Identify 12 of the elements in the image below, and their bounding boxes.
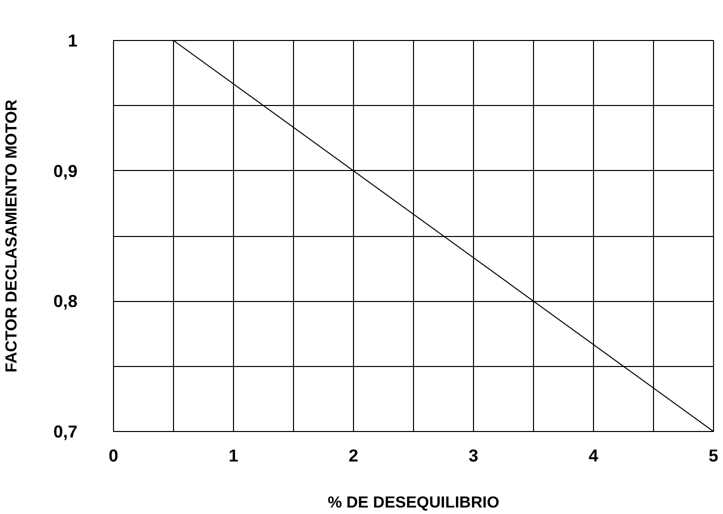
y-tick-label: 0,8 bbox=[53, 291, 78, 312]
x-tick-label: 0 bbox=[108, 446, 118, 466]
y-tick-label: 1 bbox=[68, 30, 78, 50]
x-tick-label: 3 bbox=[468, 446, 479, 466]
y-axis-title: FACTOR DECLASAMIENTO MOTOR bbox=[3, 99, 20, 372]
x-tick-label: 5 bbox=[708, 446, 719, 466]
x-tick-label: 2 bbox=[348, 446, 358, 466]
y-tick-label: 0,7 bbox=[53, 422, 78, 442]
y-tick-label: 0,9 bbox=[53, 160, 78, 181]
x-tick-label: 4 bbox=[588, 446, 599, 466]
x-axis-title: % DE DESEQUILIBRIO bbox=[328, 494, 500, 512]
x-tick-label: 1 bbox=[228, 446, 239, 466]
